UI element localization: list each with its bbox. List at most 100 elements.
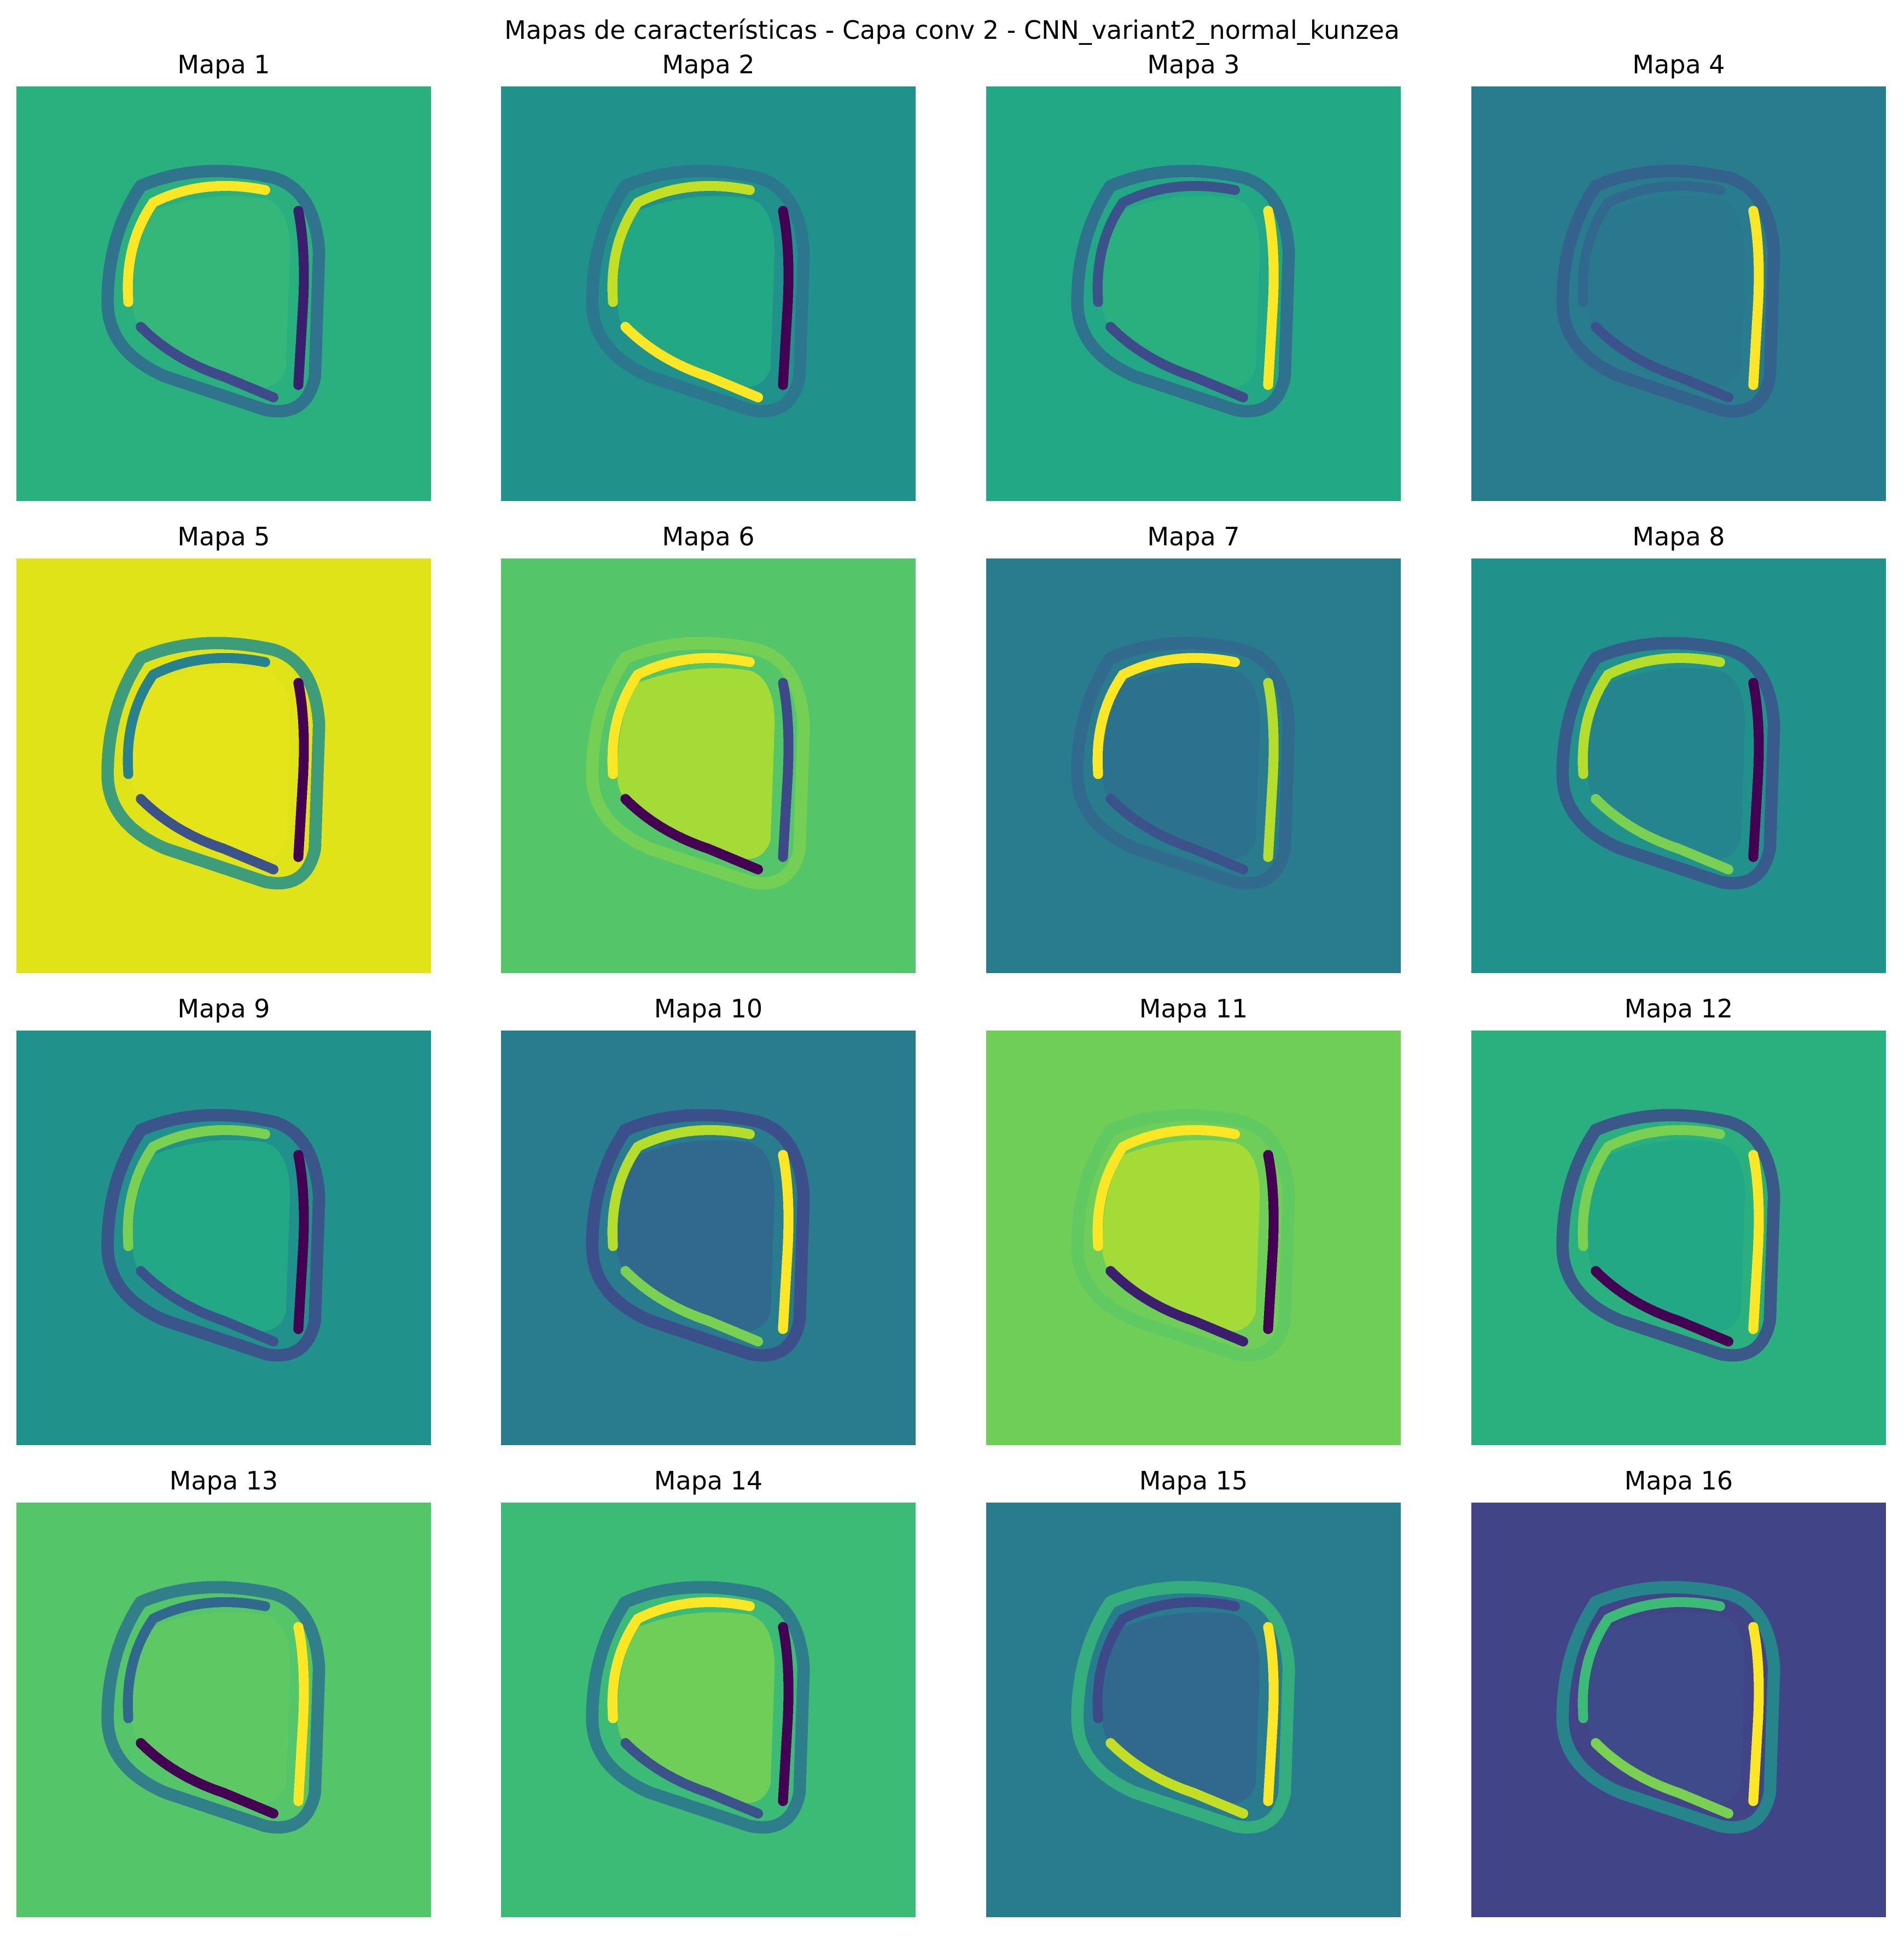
edge-left bbox=[1577, 653, 1725, 779]
feature-map-image bbox=[986, 1503, 1401, 1917]
edge-right bbox=[1748, 1150, 1764, 1334]
feature-map-panel: Mapa 15 bbox=[986, 1464, 1401, 1918]
edge-right bbox=[1263, 206, 1279, 390]
feature-map-image bbox=[986, 1031, 1401, 1445]
edge-left bbox=[123, 1597, 270, 1724]
shape-interior bbox=[132, 668, 290, 859]
feature-map-image bbox=[501, 1031, 916, 1445]
edge-bottom bbox=[1105, 1266, 1249, 1347]
shape-interior bbox=[132, 196, 290, 387]
edge-right bbox=[1748, 1622, 1764, 1806]
edge-left bbox=[1092, 181, 1240, 307]
edge-bottom bbox=[620, 322, 764, 403]
feature-map-title: Mapa 2 bbox=[662, 50, 755, 79]
feature-map-panel: Mapa 11 bbox=[986, 992, 1401, 1446]
shape-interior bbox=[132, 1612, 290, 1803]
edge-bottom bbox=[136, 322, 279, 403]
feature-map-panel: Mapa 13 bbox=[16, 1464, 431, 1918]
edge-bottom bbox=[1591, 1266, 1734, 1347]
feature-map-panel: Mapa 5 bbox=[16, 520, 431, 974]
edge-right bbox=[293, 678, 309, 862]
feature-map-title: Mapa 5 bbox=[177, 522, 270, 551]
feature-map-image bbox=[1471, 1031, 1886, 1445]
feature-map-image bbox=[986, 558, 1401, 973]
edge-bottom bbox=[136, 1266, 279, 1347]
edge-left bbox=[123, 1125, 270, 1252]
feature-map-image bbox=[501, 1503, 916, 1917]
shape-halo bbox=[586, 165, 810, 418]
feature-map-title: Mapa 3 bbox=[1147, 50, 1240, 79]
edge-right bbox=[778, 206, 794, 390]
edge-right bbox=[293, 206, 309, 390]
shape-halo bbox=[1071, 165, 1295, 418]
edge-bottom bbox=[1105, 322, 1249, 403]
edge-bottom bbox=[620, 794, 764, 875]
edge-left bbox=[1092, 1125, 1240, 1252]
feature-map-panel: Mapa 9 bbox=[16, 992, 431, 1446]
figure-title: Mapas de características - Capa conv 2 -… bbox=[504, 15, 1400, 45]
feature-map-title: Mapa 9 bbox=[177, 994, 270, 1023]
feature-map-image bbox=[986, 86, 1401, 501]
edge-bottom bbox=[1591, 794, 1734, 875]
feature-map-panel: Mapa 8 bbox=[1471, 520, 1886, 974]
edge-bottom bbox=[1591, 322, 1734, 403]
shape-interior bbox=[617, 668, 775, 859]
feature-map-panel: Mapa 3 bbox=[986, 48, 1401, 502]
feature-map-image bbox=[1471, 558, 1886, 973]
edge-right bbox=[778, 678, 794, 862]
feature-map-panel: Mapa 6 bbox=[501, 520, 916, 974]
feature-map-image bbox=[16, 1031, 431, 1445]
edge-right bbox=[1263, 1150, 1279, 1334]
feature-map-title: Mapa 6 bbox=[662, 522, 755, 551]
shape-interior bbox=[1102, 1140, 1260, 1331]
feature-map-title: Mapa 8 bbox=[1632, 522, 1725, 551]
edge-bottom bbox=[136, 1738, 279, 1819]
shape-halo bbox=[1556, 637, 1780, 890]
feature-map-panel: Mapa 12 bbox=[1471, 992, 1886, 1446]
edge-left bbox=[607, 181, 755, 307]
edge-left bbox=[1092, 653, 1240, 779]
edge-left bbox=[607, 1125, 755, 1252]
shape-interior bbox=[1587, 668, 1745, 859]
feature-map-title: Mapa 10 bbox=[654, 994, 763, 1023]
shape-halo bbox=[586, 1581, 810, 1834]
shape-interior bbox=[1102, 1612, 1260, 1803]
feature-map-image bbox=[501, 558, 916, 973]
shape-interior bbox=[1587, 196, 1745, 387]
feature-map-image bbox=[1471, 1503, 1886, 1917]
feature-map-image bbox=[1471, 86, 1886, 501]
edge-left bbox=[1577, 1125, 1725, 1252]
shape-halo bbox=[101, 637, 325, 890]
shape-interior bbox=[1102, 668, 1260, 859]
edge-left bbox=[607, 1597, 755, 1724]
edge-left bbox=[607, 653, 755, 779]
feature-map-title: Mapa 15 bbox=[1139, 1466, 1248, 1495]
shape-interior bbox=[1102, 196, 1260, 387]
edge-bottom bbox=[1591, 1738, 1734, 1819]
edge-left bbox=[1092, 1597, 1240, 1724]
edge-right bbox=[1748, 206, 1764, 390]
shape-interior bbox=[132, 1140, 290, 1331]
edge-left bbox=[1577, 1597, 1725, 1724]
feature-map-panel: Mapa 2 bbox=[501, 48, 916, 502]
feature-map-title: Mapa 4 bbox=[1632, 50, 1725, 79]
feature-map-image bbox=[501, 86, 916, 501]
shape-halo bbox=[586, 1109, 810, 1362]
feature-map-title: Mapa 12 bbox=[1624, 994, 1733, 1023]
feature-map-panel: Mapa 7 bbox=[986, 520, 1401, 974]
shape-interior bbox=[617, 1612, 775, 1803]
shape-halo bbox=[586, 637, 810, 890]
shape-interior bbox=[1587, 1612, 1745, 1803]
shape-halo bbox=[1556, 1581, 1780, 1834]
feature-map-panel: Mapa 10 bbox=[501, 992, 916, 1446]
feature-map-title: Mapa 11 bbox=[1139, 994, 1248, 1023]
feature-map-panel: Mapa 14 bbox=[501, 1464, 916, 1918]
edge-bottom bbox=[136, 794, 279, 875]
edge-bottom bbox=[1105, 1738, 1249, 1819]
feature-map-panel: Mapa 1 bbox=[16, 48, 431, 502]
edge-right bbox=[1748, 678, 1764, 862]
edge-right bbox=[293, 1150, 309, 1334]
shape-halo bbox=[1071, 1581, 1295, 1834]
feature-map-image bbox=[16, 86, 431, 501]
shape-halo bbox=[101, 165, 325, 418]
